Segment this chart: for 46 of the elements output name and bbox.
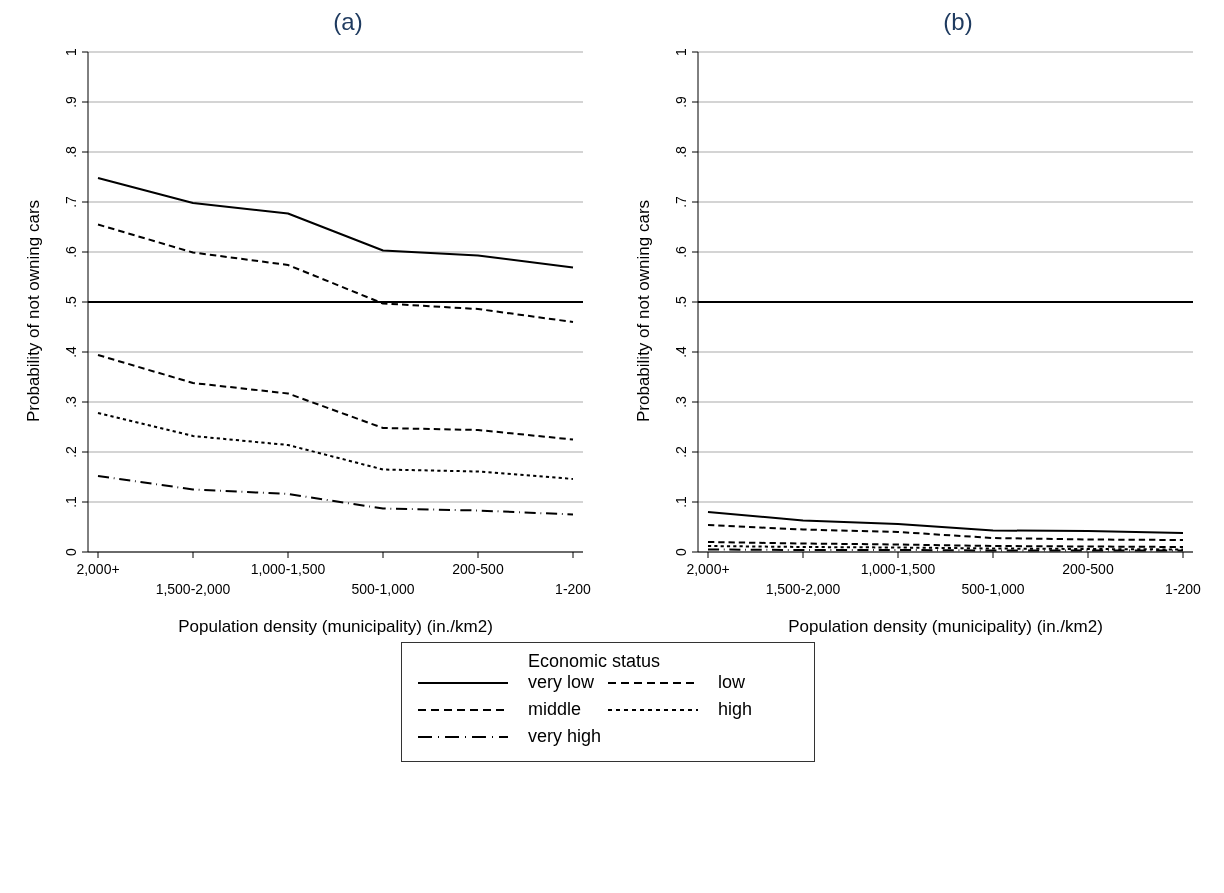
y-tick-label: .5: [673, 295, 689, 308]
x-axis-title: Population density (municipality) (in./km2): [788, 617, 1103, 636]
y-tick-label: .3: [673, 395, 689, 408]
y-tick-label: .5: [63, 295, 79, 308]
legend-label: high: [718, 699, 753, 720]
legend-label: very high: [528, 726, 602, 747]
y-tick-label: .9: [673, 95, 689, 108]
y-tick-label: .6: [63, 245, 79, 258]
y-tick-label: .8: [63, 145, 79, 158]
x-tick-label: 200-500: [452, 561, 504, 577]
y-tick-label: 0: [673, 547, 689, 556]
y-tick-label: .9: [63, 95, 79, 108]
legend-label: very low: [528, 672, 595, 693]
y-axis-title: Probability of not owning cars: [24, 199, 44, 422]
y-tick-label: .1: [673, 495, 689, 508]
y-tick-label: .1: [63, 495, 79, 508]
legend-label: middle: [528, 699, 582, 720]
y-tick-label: .7: [673, 195, 689, 208]
y-tick-label: .4: [673, 345, 689, 358]
x-tick-label: 200-500: [1062, 561, 1114, 577]
y-tick-label: .4: [63, 345, 79, 358]
x-axis-title: Population density (municipality) (in./km2): [178, 617, 493, 636]
x-tick-label: 2,000+: [686, 561, 730, 577]
legend-title: Economic status: [527, 651, 662, 672]
y-tick-label: .2: [63, 445, 79, 458]
y-tick-label: .2: [673, 445, 689, 458]
y-axis-title: Probability of not owning cars: [634, 199, 654, 422]
x-tick-label: 500-1,000: [351, 581, 415, 597]
y-tick-label: 1: [63, 47, 79, 56]
y-tick-label: .7: [63, 195, 79, 208]
legend-label: low: [718, 672, 746, 693]
x-tick-label: 1,000-1,500: [250, 561, 326, 577]
x-tick-label: 1-200: [555, 581, 592, 597]
chart-title: (a): [332, 8, 364, 37]
y-tick-label: 1: [673, 47, 689, 56]
chart-title: (b): [942, 8, 974, 37]
y-tick-label: 0: [63, 547, 79, 556]
x-tick-label: 1,000-1,500: [860, 561, 936, 577]
y-tick-label: .8: [673, 145, 689, 158]
x-tick-label: 2,000+: [76, 561, 120, 577]
x-tick-label: 1,500-2,000: [155, 581, 231, 597]
y-tick-label: .6: [673, 245, 689, 258]
x-tick-label: 500-1,000: [961, 581, 1025, 597]
x-tick-label: 1,500-2,000: [765, 581, 841, 597]
x-tick-label: 1-200: [1165, 581, 1202, 597]
y-tick-label: .3: [63, 395, 79, 408]
